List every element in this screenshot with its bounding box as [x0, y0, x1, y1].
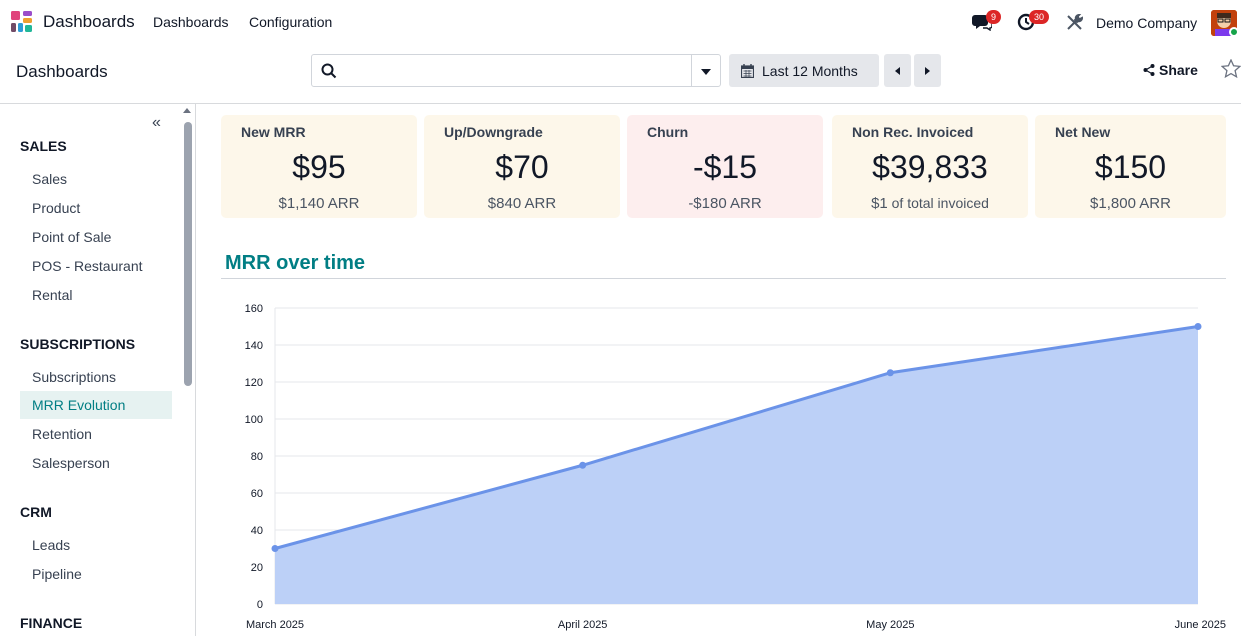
kpi-subvalue: $1 [871, 195, 888, 212]
kpi-card-non-rec-invoiced[interactable]: Non Rec. Invoiced $39,833 $1 of total in… [832, 115, 1028, 218]
sidebar: « SALES Sales Product Point of Sale POS … [0, 104, 196, 636]
y-tick-label: 160 [245, 303, 263, 315]
kpi-subsuffix: of total invoiced [887, 195, 989, 211]
data-point [579, 461, 587, 469]
share-button[interactable]: Share [1143, 62, 1198, 78]
data-point [886, 369, 894, 377]
sidebar-item-pos-restaurant[interactable]: POS - Restaurant [32, 258, 143, 274]
y-tick-label: 80 [251, 451, 263, 463]
kpi-value: -$15 [692, 149, 758, 185]
kpi-title: New MRR [241, 124, 306, 140]
kpi-subvalue: $840 ARR [487, 195, 557, 212]
kpi-title: Up/Downgrade [444, 124, 543, 140]
messages-badge: 9 [986, 10, 1002, 24]
favorite-star-icon[interactable] [1220, 58, 1241, 83]
sidebar-item-point-of-sale[interactable]: Point of Sale [32, 229, 112, 245]
kpi-card-net-new[interactable]: Net New $150 $1,800 ARR [1035, 115, 1226, 218]
kpi-card-up-downgrade[interactable]: Up/Downgrade $70 $840 ARR [424, 115, 620, 218]
y-tick-label: 120 [245, 377, 263, 389]
activities-badge: 30 [1029, 10, 1050, 24]
sidebar-item-subscriptions[interactable]: Subscriptions [32, 369, 117, 385]
series-area [275, 326, 1198, 604]
online-status-dot [1229, 27, 1239, 37]
debug-tools-icon[interactable] [1066, 14, 1083, 36]
sidebar-section-crm: CRM [20, 504, 52, 520]
user-avatar[interactable] [1211, 10, 1237, 36]
calendar-icon [741, 63, 754, 78]
sidebar-item-leads[interactable]: Leads [32, 537, 71, 553]
app-logo-icon[interactable] [11, 11, 33, 33]
dashboard-content: New MRR $95 $1,140 ARR Up/Downgrade $70 … [197, 104, 1241, 636]
sidebar-item-pipeline[interactable]: Pipeline [32, 566, 82, 582]
mrr-area-chart[interactable]: 0 20 40 60 80 100 120 140 160 March 2025 April 202… [197, 294, 1241, 636]
kpi-subvalue: $1,800 ARR [1090, 195, 1171, 212]
kpi-value: $70 [495, 149, 549, 185]
sidebar-scrollbar[interactable] [184, 122, 192, 386]
y-tick-label: 60 [251, 488, 263, 500]
data-point [1194, 323, 1202, 330]
share-label: Share [1159, 62, 1198, 78]
top-navbar: Dashboards Dashboards Configuration 9 30… [0, 0, 1241, 46]
kpi-subtext: $1,140 ARR [221, 195, 417, 212]
sidebar-item-retention[interactable]: Retention [32, 426, 92, 442]
y-tick-label: 140 [245, 340, 263, 352]
x-tick-label: March 2025 [246, 619, 304, 631]
kpi-card-churn[interactable]: Churn -$15 -$180 ARR [627, 115, 823, 218]
next-period-button[interactable] [914, 54, 941, 87]
search-bar[interactable] [311, 54, 721, 87]
x-tick-label: April 2025 [558, 619, 608, 631]
app-name[interactable]: Dashboards [43, 12, 135, 31]
series-line [274, 325, 1199, 550]
search-icon [321, 63, 337, 84]
control-panel: Dashboards Last 12 Months Share [0, 46, 1241, 104]
sidebar-item-sales[interactable]: Sales [32, 171, 68, 187]
sidebar-section-finance: FINANCE [20, 615, 83, 631]
data-point [271, 545, 279, 552]
chart-title-divider [221, 278, 1226, 279]
caret-left-icon [895, 62, 900, 80]
kpi-value: $39,833 [872, 149, 988, 185]
sidebar-section-subscriptions: SUBSCRIPTIONS [20, 336, 136, 352]
kpi-subtext: -$180 ARR [627, 195, 823, 212]
y-tick-label: 0 [257, 599, 263, 611]
search-input[interactable] [346, 60, 686, 81]
sidebar-item-rental[interactable]: Rental [32, 287, 73, 303]
x-tick-label: May 2025 [866, 619, 914, 631]
search-options-toggle[interactable] [691, 55, 720, 86]
caret-down-icon [701, 62, 711, 80]
kpi-subtext: $1 of total invoiced [832, 195, 1028, 212]
breadcrumb: Dashboards [16, 62, 108, 81]
kpi-subtext: $840 ARR [424, 195, 620, 212]
scroll-up-arrow-icon[interactable] [183, 108, 191, 113]
kpi-title: Net New [1055, 124, 1111, 140]
kpi-value: $150 [1094, 149, 1167, 185]
sidebar-section-sales: SALES [20, 138, 67, 154]
kpi-subvalue: -$180 ARR [688, 195, 762, 212]
menu-dashboards[interactable]: Dashboards [153, 14, 229, 30]
sidebar-item-product[interactable]: Product [32, 200, 81, 216]
company-switcher[interactable]: Demo Company [1096, 15, 1198, 31]
kpi-card-new-mrr[interactable]: New MRR $95 $1,140 ARR [221, 115, 417, 218]
caret-right-icon [925, 62, 930, 80]
sidebar-item-salesperson[interactable]: Salesperson [32, 455, 110, 471]
share-icon [1143, 64, 1155, 76]
kpi-subtext: $1,800 ARR [1035, 195, 1226, 212]
chart-title: MRR over time [225, 252, 366, 274]
kpi-subvalue: $1,140 ARR [278, 195, 360, 212]
y-tick-label: 40 [251, 525, 263, 537]
kpi-title: Churn [647, 124, 689, 140]
date-filter-label: Last 12 Months [762, 62, 858, 79]
sidebar-item-mrr-evolution[interactable]: MRR Evolution [20, 391, 172, 419]
kpi-title: Non Rec. Invoiced [852, 124, 974, 140]
date-filter-button[interactable]: Last 12 Months [729, 54, 879, 87]
kpi-value: $95 [292, 149, 346, 185]
y-tick-label: 20 [251, 562, 263, 574]
previous-period-button[interactable] [884, 54, 911, 87]
menu-configuration[interactable]: Configuration [249, 14, 333, 30]
x-tick-label: June 2025 [1175, 619, 1226, 631]
collapse-sidebar-icon[interactable]: « [152, 114, 161, 131]
y-tick-label: 100 [245, 414, 263, 426]
